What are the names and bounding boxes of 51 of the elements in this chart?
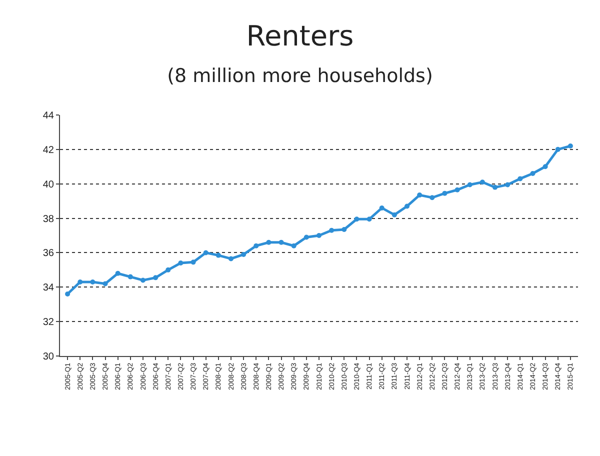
point	[291, 243, 296, 248]
y-tick-label: 32	[42, 317, 54, 328]
point	[366, 216, 372, 222]
point	[329, 228, 334, 233]
y-tick-label: 36	[42, 248, 54, 260]
point	[190, 260, 196, 265]
point	[492, 184, 498, 190]
point	[228, 256, 234, 262]
point	[518, 176, 523, 182]
point	[115, 270, 120, 276]
point	[254, 243, 259, 248]
point	[430, 195, 435, 200]
point	[354, 216, 360, 222]
point	[166, 267, 171, 272]
point	[454, 187, 460, 192]
point	[555, 146, 560, 152]
point	[90, 279, 96, 284]
y-tick-label: 34	[42, 282, 54, 294]
y-tick-label: 44	[42, 110, 54, 122]
chart-subtitle: (8 million more households)	[167, 65, 433, 87]
y-tick-label: 40	[42, 179, 54, 190]
point	[203, 250, 208, 256]
point	[241, 252, 246, 257]
point	[304, 234, 309, 240]
point	[216, 252, 221, 258]
point	[542, 164, 548, 170]
point	[379, 205, 384, 210]
point	[316, 233, 322, 238]
point	[392, 212, 397, 218]
point	[178, 260, 184, 266]
point	[467, 182, 472, 188]
point	[78, 279, 83, 284]
y-tick-label: 30	[42, 352, 54, 362]
point	[568, 143, 573, 148]
point	[404, 204, 410, 209]
point	[417, 192, 422, 198]
point	[65, 292, 70, 297]
point	[153, 275, 158, 280]
point	[480, 180, 485, 185]
y-tick-label: 38	[42, 214, 54, 225]
point	[505, 182, 510, 188]
point	[530, 171, 536, 176]
y-tick-label: 42	[42, 144, 54, 156]
point	[266, 240, 272, 245]
chart-title: Renters	[246, 20, 354, 53]
point	[140, 278, 146, 283]
point	[102, 281, 108, 286]
point	[278, 240, 284, 245]
point	[442, 190, 448, 196]
point	[342, 226, 347, 232]
point	[128, 274, 133, 280]
